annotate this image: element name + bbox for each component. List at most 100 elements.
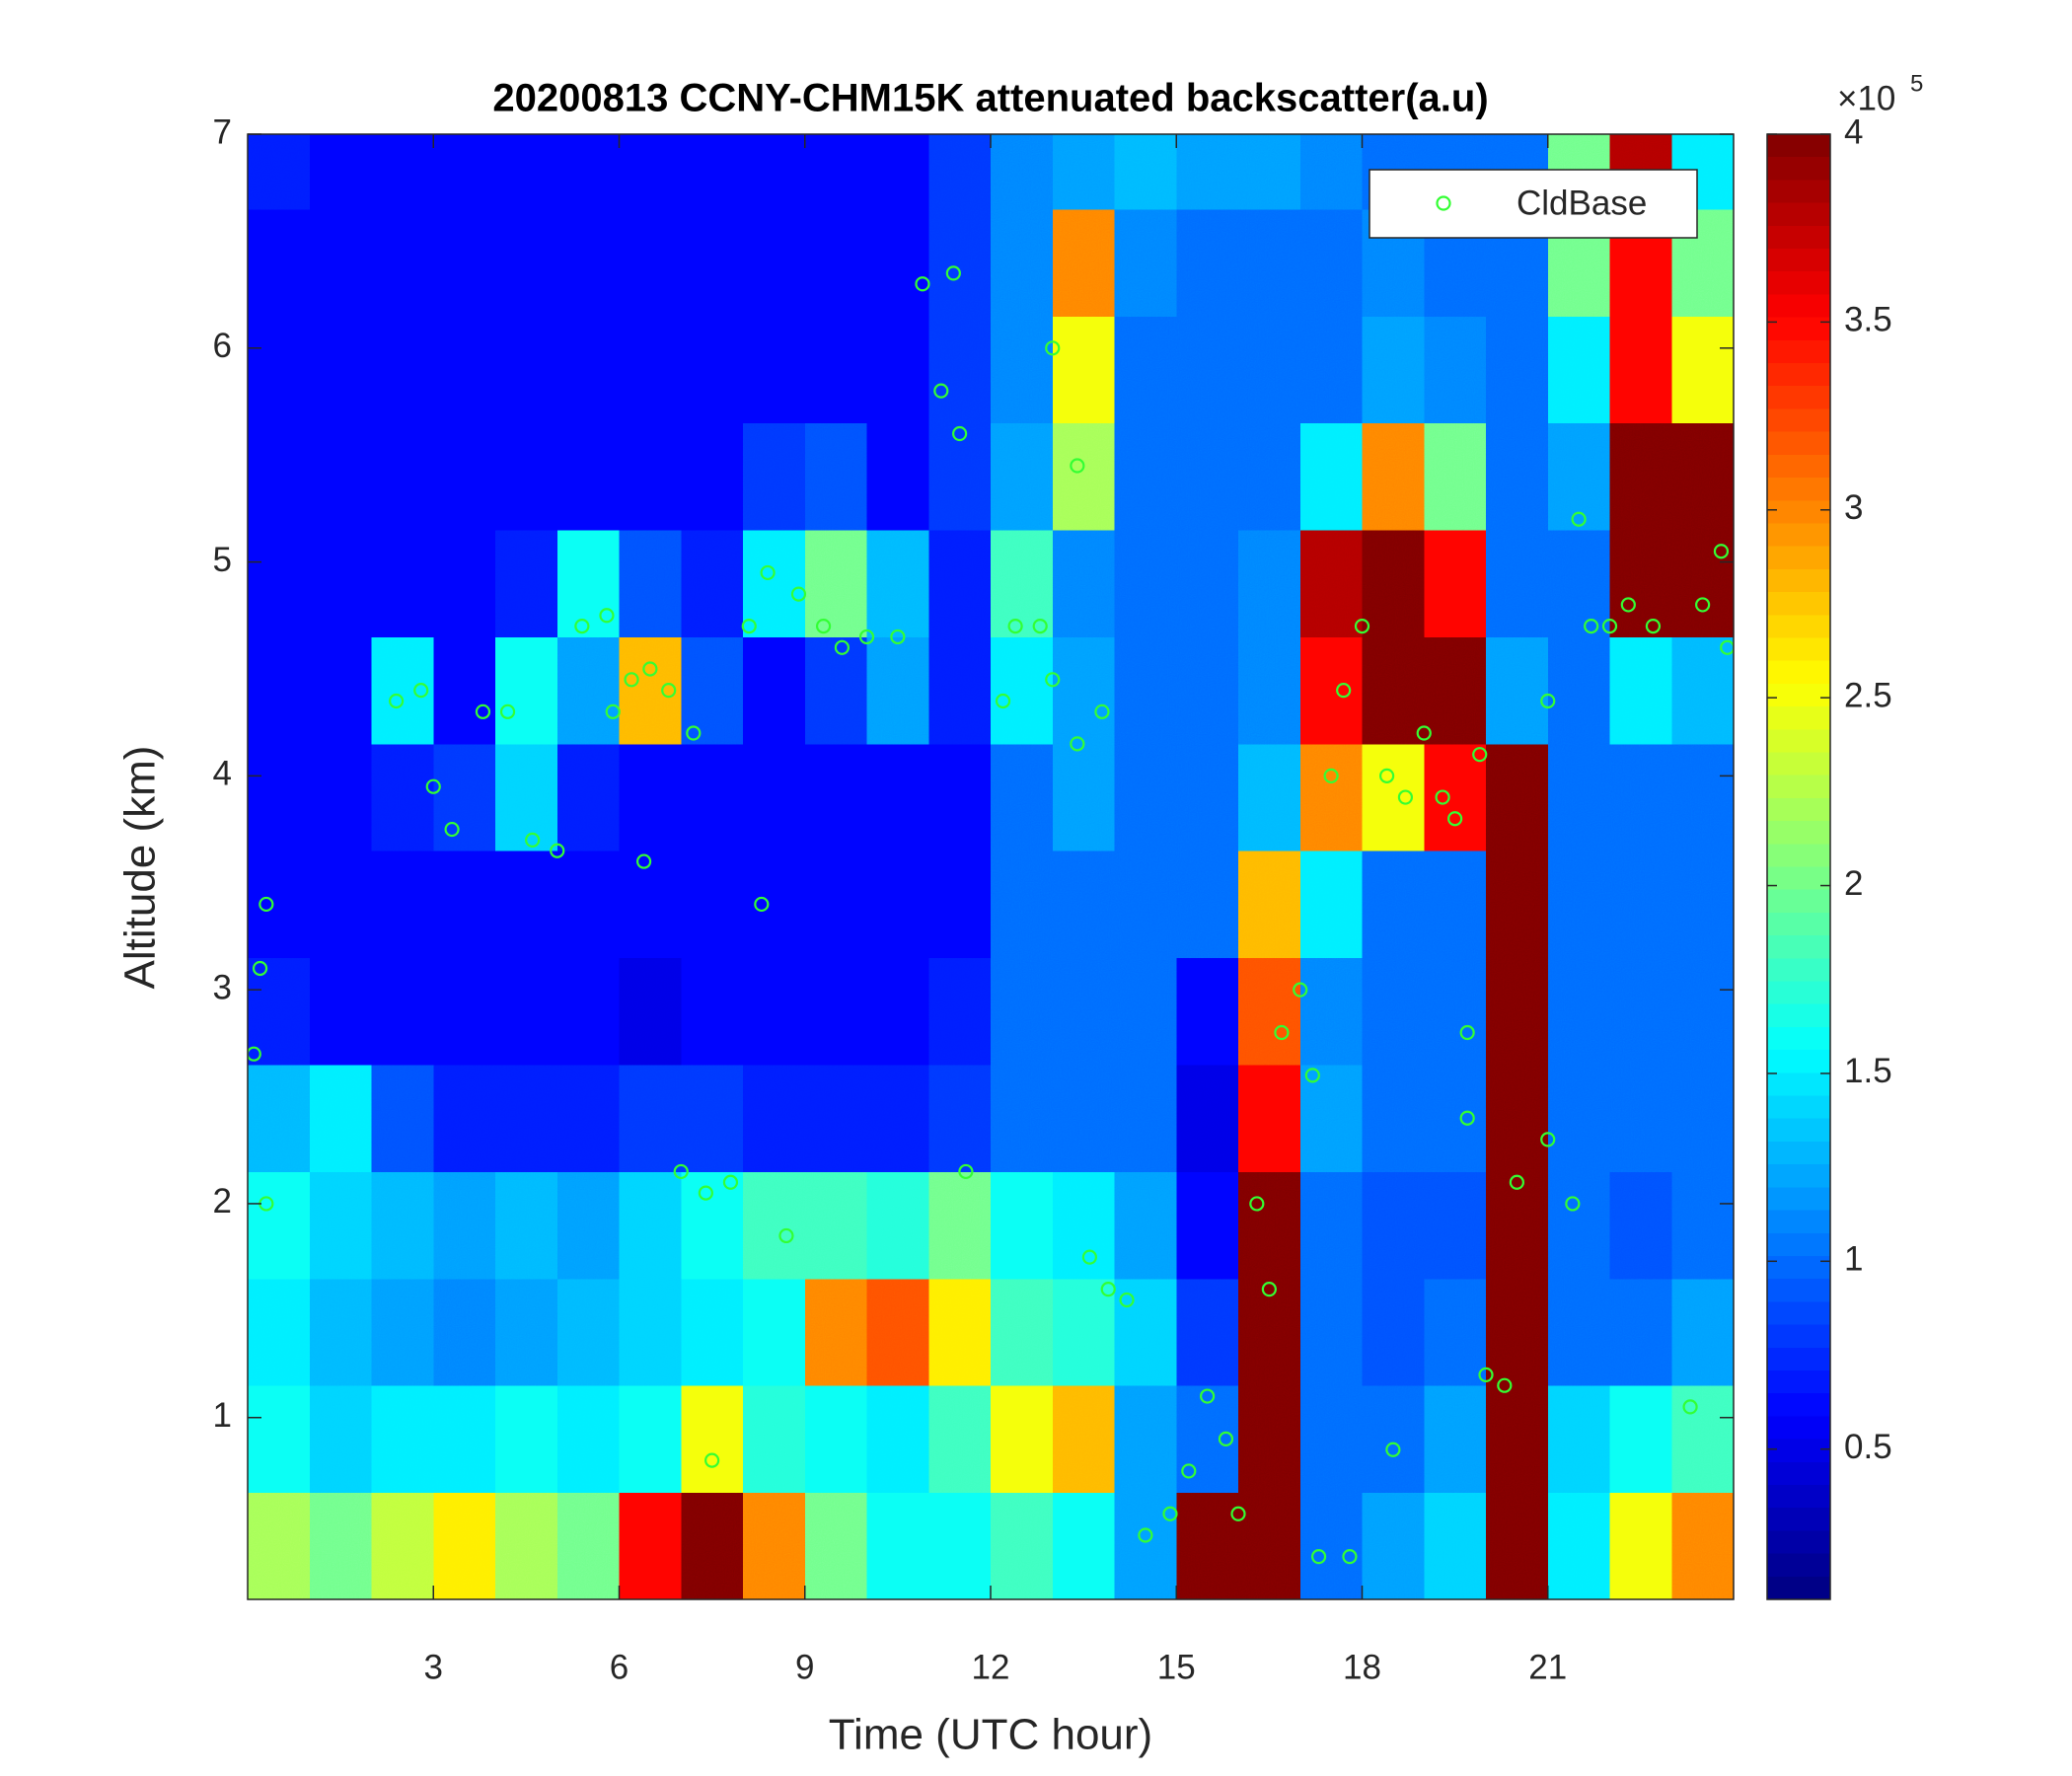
y-tick-label: 6 [213,327,232,365]
cloud-base-point [475,703,491,719]
colorbar-swatch [1767,1073,1830,1097]
cloud-base-point [661,683,677,699]
colorbar-swatch [1767,408,1830,433]
cloud-base-point [1565,1196,1581,1212]
cloud-base-point [1472,747,1488,763]
cloud-base-point [1378,768,1395,783]
cloud-base-point [698,1185,713,1201]
colorbar-swatch [1767,1416,1830,1441]
cloud-base-point [1310,1549,1327,1565]
colorbar-swatch [1767,935,1830,959]
cloud-base-point [1584,619,1599,634]
cloud-base-point [933,383,949,399]
cloud-base-point [550,843,565,858]
colorbar-swatch [1767,1050,1830,1073]
cloud-base-point [1200,1388,1216,1404]
colorbar-swatch [1767,157,1830,182]
colorbar-swatch [1767,523,1830,548]
colorbar-swatch [1767,1095,1830,1120]
colorbar-swatch [1767,1301,1830,1326]
cloud-base-point [1354,619,1370,634]
colorbar-swatch [1767,386,1830,410]
legend-label: CldBase [1517,184,1647,222]
colorbar-swatch [1767,500,1830,525]
cloud-base-point [722,1174,739,1190]
cloud-base-point [890,629,906,645]
cloud-base-point [741,619,757,634]
cloud-base-point [1695,597,1711,613]
cloud-base-point [1274,1024,1290,1041]
x-tick-label: 9 [795,1648,814,1686]
y-axis-label: Altitude (km) [116,746,165,990]
colorbar-swatch [1767,912,1830,936]
colorbar-swatch [1767,568,1830,593]
cloud-base-point [635,853,652,869]
x-tick-label: 21 [1528,1648,1567,1686]
x-tick-label: 12 [972,1648,1010,1686]
colorbar-swatch [1767,1530,1830,1555]
cloud-base-point [995,693,1011,709]
cloud-base-point [673,1163,689,1180]
cloud-base-point [1682,1399,1698,1415]
colorbar-swatch [1767,706,1830,730]
cloud-base-point [1447,811,1463,827]
cloud-base-point [1713,544,1730,559]
colorbar-swatch [1767,1324,1830,1349]
colorbar-swatch [1767,454,1830,479]
colorbar-swatch [1767,821,1830,845]
colorbar-swatch [1767,1026,1830,1051]
cloud-base-point [1162,1506,1178,1521]
colorbar-swatch [1767,1118,1830,1143]
y-tick-label: 1 [213,1396,232,1435]
colorbar-swatch [1767,134,1830,158]
cloud-base-point [1336,683,1352,699]
cloud-base-point [958,1163,974,1180]
cloud-base-point [1081,1249,1098,1265]
cloud-base-point [1416,725,1432,741]
cloud-base-point [834,639,851,655]
cloud-base-point [704,1452,720,1468]
colorbar-swatch [1767,729,1830,754]
colorbar-multiplier-exponent: 5 [1910,70,1923,97]
cloud-base-point [1293,982,1308,998]
cloud-base-point [1720,639,1734,655]
colorbar-swatch [1767,1141,1830,1165]
cloud-base-point [248,1046,261,1062]
cloud-base-point [1435,789,1450,805]
legend-box [1369,169,1698,239]
cloud-base-point [525,832,541,849]
cloud-base-point [1620,597,1636,613]
colorbar-swatch [1767,1508,1830,1531]
x-axis-label: Time (UTC hour) [829,1711,1152,1759]
colorbar-swatch [1767,317,1830,341]
cloud-base-point [1070,458,1085,474]
colorbar-tick-label: 2.5 [1844,676,1892,714]
cloud-base-point [1571,511,1587,527]
colorbar-swatch [1767,1187,1830,1212]
cloud-base-point [1045,672,1061,688]
cloud-base-point [1304,1068,1320,1083]
cloud-base-point [1509,1174,1524,1190]
colorbar-swatch [1767,1210,1830,1234]
y-tick-label: 5 [213,541,232,579]
y-tick-label: 4 [213,755,232,793]
colorbar-tick-label: 3.5 [1844,301,1892,339]
colorbar-swatch [1767,249,1830,272]
cloud-base-point [413,683,429,699]
cloud-base-point [952,425,968,442]
colorbar-swatch [1767,958,1830,983]
cloud-base-point [1032,619,1048,634]
colorbar-tick-label: 2 [1844,864,1863,903]
cloud-base-point [1459,1024,1475,1041]
colorbar-swatch [1767,1576,1830,1600]
cloud-base-point [945,265,961,281]
noise-texture [248,134,1734,1599]
cloud-base-point [259,896,274,913]
cloud-base-point [1342,1549,1358,1565]
cloud-base-point [1601,619,1618,634]
colorbar-swatch [1767,844,1830,868]
legend-marker [1436,195,1451,211]
cloud-base-point [605,703,621,719]
